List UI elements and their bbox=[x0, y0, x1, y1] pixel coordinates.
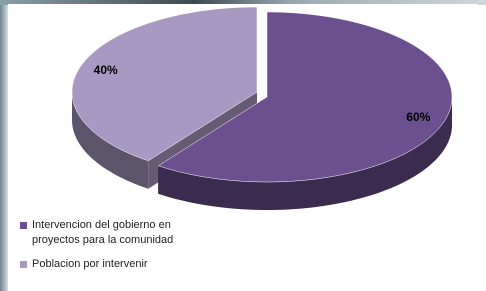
page: 60% 40% Intervencion del gobierno en proy… bbox=[0, 0, 486, 291]
legend-label: Intervencion del gobierno en proyectos p… bbox=[32, 218, 210, 248]
legend-entry: Intervencion del gobierno en proyectos p… bbox=[20, 218, 210, 248]
legend-swatch bbox=[20, 222, 27, 229]
data-label: 40% bbox=[94, 63, 118, 77]
data-label: 60% bbox=[406, 110, 430, 124]
legend-label: Poblacion por intervenir bbox=[32, 257, 148, 272]
legend-entry: Poblacion por intervenir bbox=[20, 257, 210, 272]
legend-swatch bbox=[20, 261, 27, 268]
